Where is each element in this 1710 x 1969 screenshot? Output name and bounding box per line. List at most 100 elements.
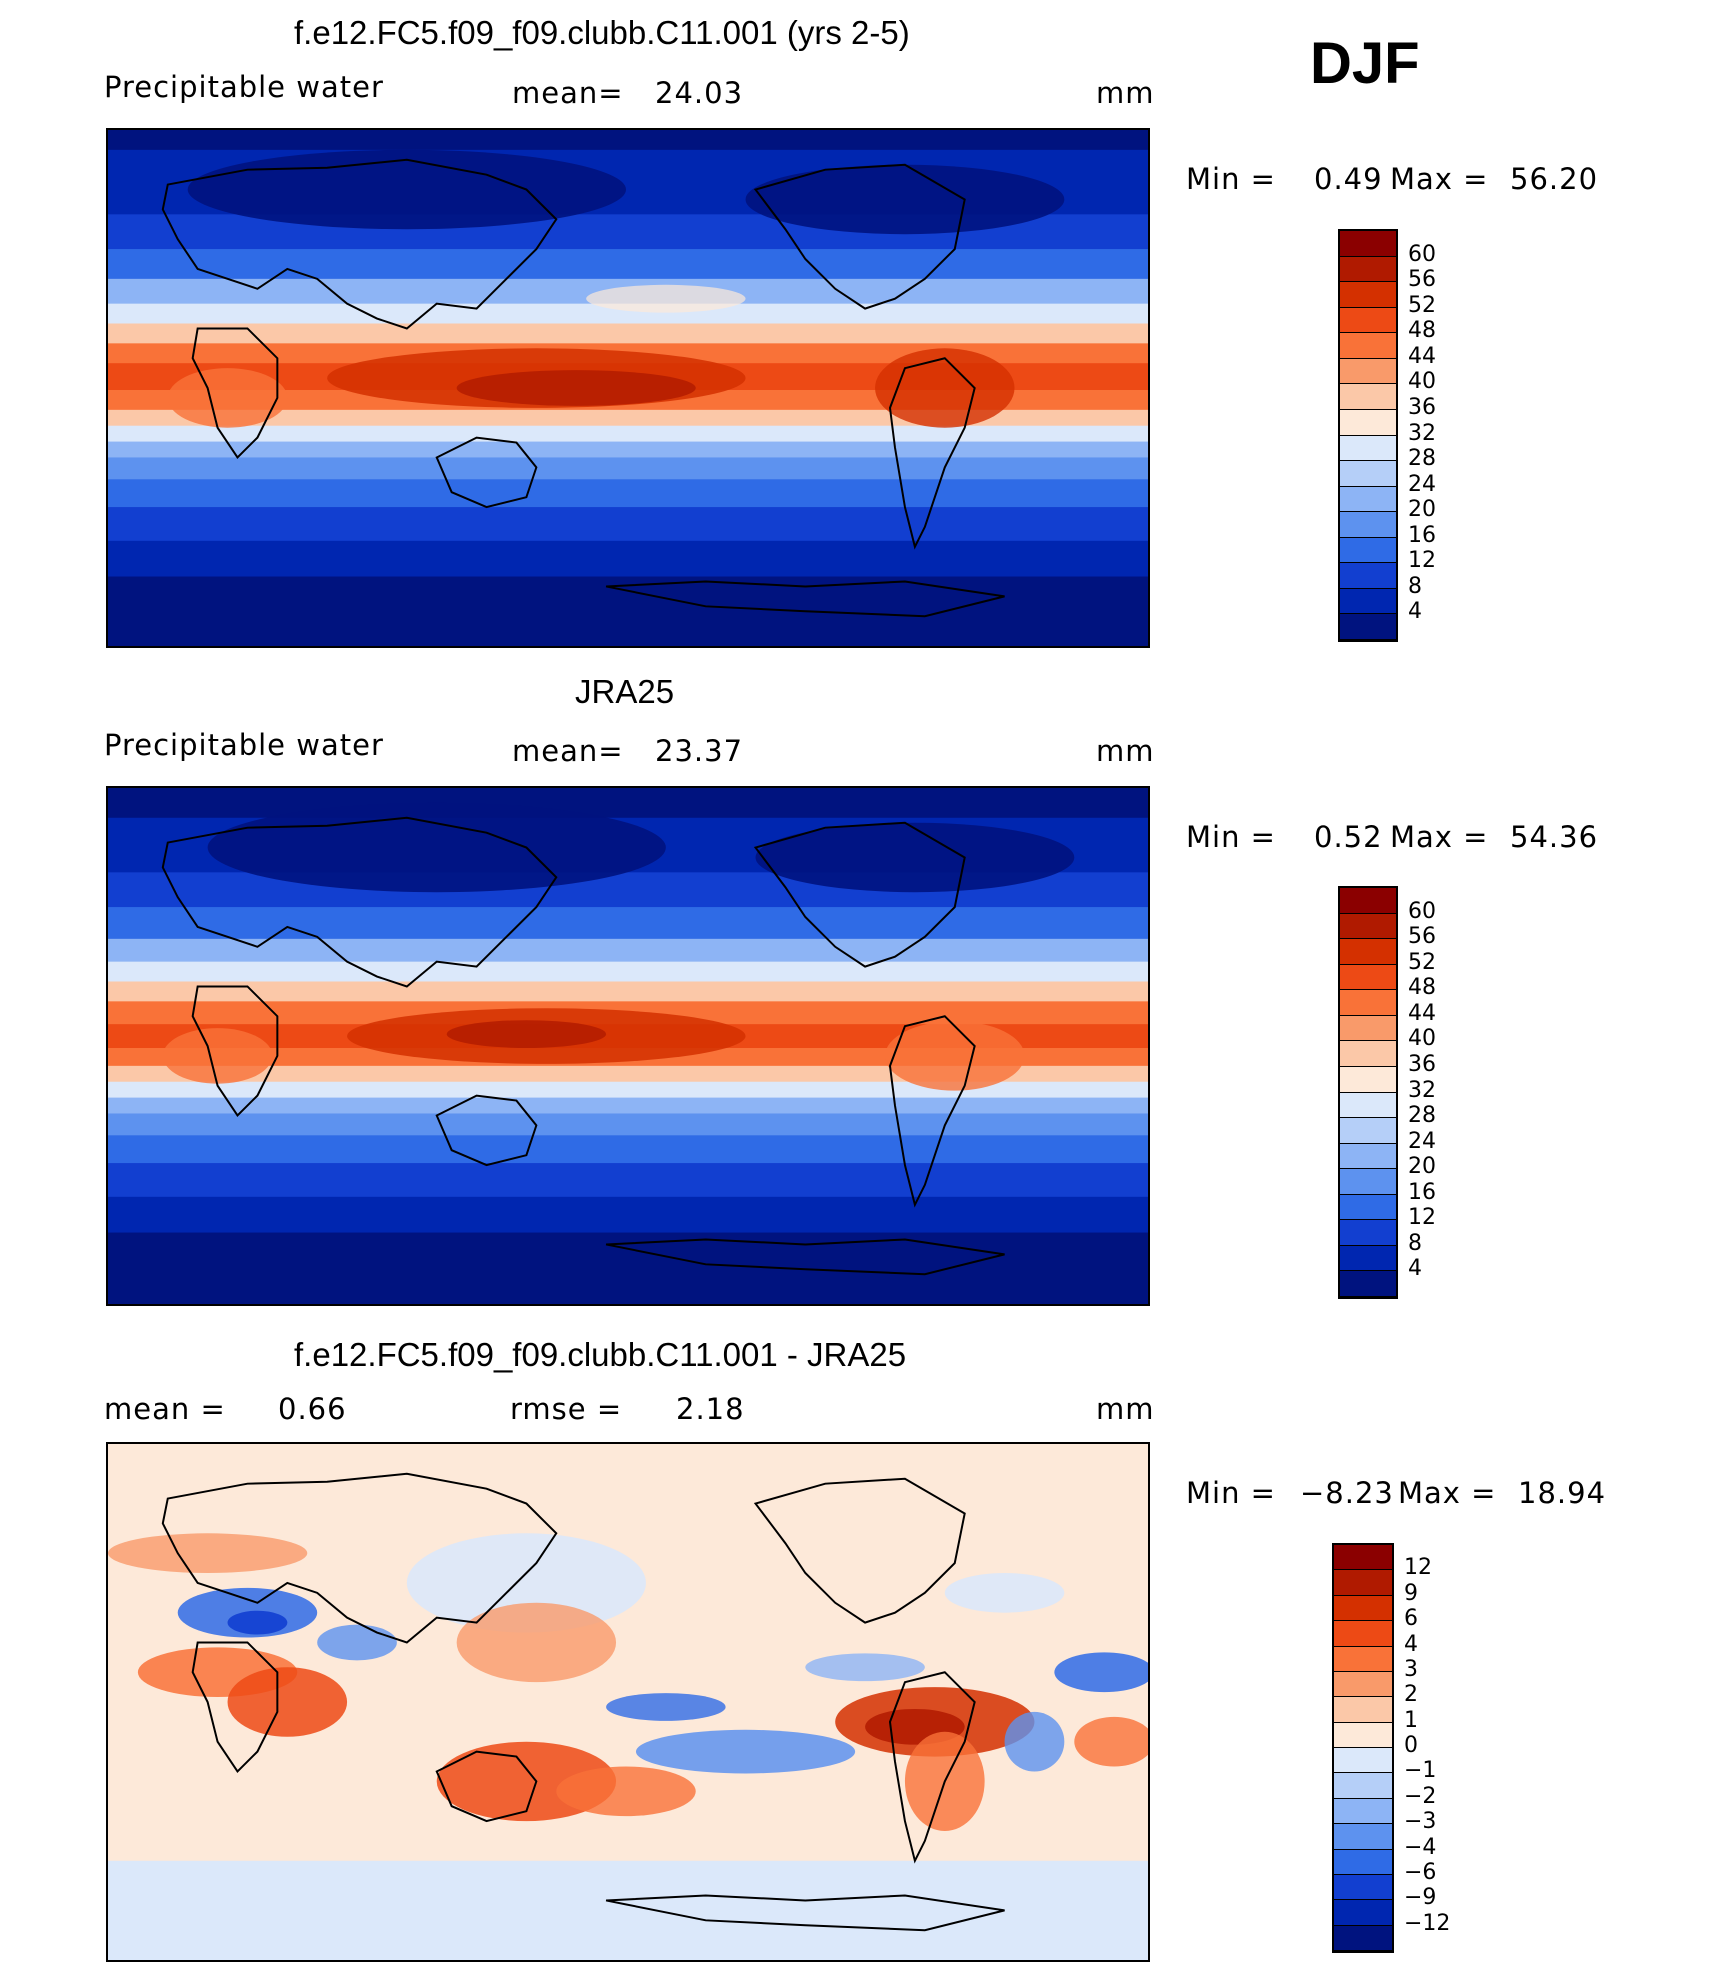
colorbar-tick-label: 24 [1408, 471, 1436, 497]
colorbar-box [1340, 1220, 1396, 1246]
colorbar-tick-label: 52 [1408, 292, 1436, 318]
colorbar-box [1340, 1092, 1396, 1119]
colorbar-box [1340, 1143, 1396, 1170]
colorbar-obs [1338, 886, 1398, 1299]
colorbar-box [1334, 1824, 1392, 1850]
mean-value: 0.66 [278, 1392, 347, 1426]
min-label: Min = [1186, 1476, 1276, 1510]
colorbar-box [1334, 1545, 1392, 1571]
colorbar-tick-label: 16 [1408, 522, 1436, 548]
colorbar-box [1334, 1798, 1392, 1825]
colorbar-box [1340, 888, 1396, 914]
colorbar-tick-label: 2 [1404, 1682, 1418, 1708]
colorbar-box [1340, 614, 1396, 640]
colorbar-box [1340, 1041, 1396, 1067]
colorbar-tick-label: −2 [1404, 1783, 1437, 1809]
colorbar-tick-label: 12 [1408, 548, 1436, 574]
colorbar-box [1340, 1118, 1396, 1144]
map-difference-pw [106, 1442, 1150, 1962]
mean-label: mean= [512, 734, 624, 768]
colorbar-box [1334, 1646, 1392, 1672]
season-label: DJF [1310, 31, 1420, 96]
colorbar-box [1340, 990, 1396, 1016]
colorbar-box [1340, 384, 1396, 410]
colorbar-tick-label: 48 [1408, 975, 1436, 1001]
colorbar-box [1340, 1194, 1396, 1221]
colorbar-box [1334, 1570, 1392, 1596]
colorbar-tick-label: 0 [1404, 1733, 1418, 1758]
colorbar-tick-label: 3 [1404, 1656, 1418, 1682]
colorbar-tick-label: −4 [1404, 1834, 1437, 1860]
map-obs-svg [108, 788, 1148, 1304]
colorbar-tick-label: 60 [1408, 898, 1436, 924]
colorbar-box [1340, 256, 1396, 283]
colorbar-box [1340, 939, 1396, 965]
colorbar-tick-label: 36 [1408, 1051, 1436, 1077]
min-value: 0.52 [1314, 820, 1383, 854]
colorbar-box [1334, 1874, 1392, 1901]
map-model-svg [108, 130, 1148, 646]
colorbar-box [1334, 1748, 1392, 1774]
colorbar-box [1334, 1595, 1392, 1622]
colorbar-box [1340, 231, 1396, 257]
colorbar-tick-label: 56 [1408, 267, 1436, 293]
colorbar-box [1340, 563, 1396, 589]
max-value: 18.94 [1518, 1476, 1607, 1510]
colorbar-tick-label: 16 [1408, 1179, 1436, 1205]
colorbar-box [1340, 486, 1396, 513]
colorbar-box [1340, 282, 1396, 308]
units-label: mm [1096, 76, 1155, 110]
colorbar-box [1334, 1925, 1392, 1951]
panel-title: f.e12.FC5.f09_f09.clubb.C11.001 - JRA25 [294, 1336, 907, 1373]
colorbar-tick-label: 12 [1404, 1555, 1432, 1581]
map-model-pw [106, 128, 1150, 648]
colorbar-tick-label: −9 [1404, 1885, 1437, 1911]
colorbar-tick-label: 1 [1404, 1707, 1418, 1733]
colorbar-tick-label: −3 [1404, 1809, 1437, 1835]
map-difference-svg [108, 1444, 1148, 1960]
colorbar-tick-label: 52 [1408, 949, 1436, 975]
colorbar-box [1340, 588, 1396, 615]
max-label: Max = [1390, 162, 1489, 196]
colorbar-box [1340, 1245, 1396, 1272]
colorbar-box [1340, 1015, 1396, 1042]
min-label: Min = [1186, 162, 1276, 196]
min-label: Min = [1186, 820, 1276, 854]
colorbar-tick-label: −12 [1404, 1910, 1451, 1936]
colorbar-tick-label: −6 [1404, 1859, 1437, 1885]
colorbar-tick-label: 4 [1404, 1631, 1418, 1657]
colorbar-box [1340, 913, 1396, 940]
mean-value: 24.03 [655, 76, 744, 110]
colorbar-tick-label: 4 [1408, 599, 1422, 625]
colorbar-tick-label: 20 [1408, 1154, 1436, 1180]
colorbar-tick-label: −1 [1404, 1758, 1437, 1784]
colorbar-tick-label: 40 [1408, 369, 1436, 395]
max-label: Max = [1390, 820, 1489, 854]
colorbar-tick-label: 36 [1408, 394, 1436, 420]
colorbar-box [1334, 1697, 1392, 1723]
colorbar-box [1340, 435, 1396, 462]
colorbar-tick-label: 6 [1404, 1606, 1418, 1632]
colorbar-box [1334, 1722, 1392, 1748]
colorbar-box [1340, 537, 1396, 564]
colorbar-box [1334, 1773, 1392, 1799]
colorbar-tick-label: 60 [1408, 241, 1436, 267]
colorbar-tick-label: 32 [1408, 1077, 1436, 1103]
colorbar-tick-label: 20 [1408, 497, 1436, 523]
min-value: 0.49 [1314, 162, 1383, 196]
mean-value: 23.37 [655, 734, 744, 768]
min-value: −8.23 [1300, 1476, 1394, 1510]
units-label: mm [1096, 1392, 1155, 1426]
colorbar-box [1340, 1169, 1396, 1195]
colorbar-tick-label: 24 [1408, 1128, 1436, 1154]
max-value: 54.36 [1510, 820, 1599, 854]
rmse-label: rmse = [510, 1392, 623, 1426]
colorbar-tick-label: 44 [1408, 343, 1436, 369]
colorbar-box [1340, 1271, 1396, 1297]
colorbar-tick-label: 12 [1408, 1205, 1436, 1231]
panel-title: JRA25 [575, 673, 675, 710]
colorbar-box [1340, 1066, 1396, 1093]
colorbar-box [1340, 358, 1396, 385]
colorbar-box [1340, 964, 1396, 991]
mean-label: mean = [104, 1392, 226, 1426]
